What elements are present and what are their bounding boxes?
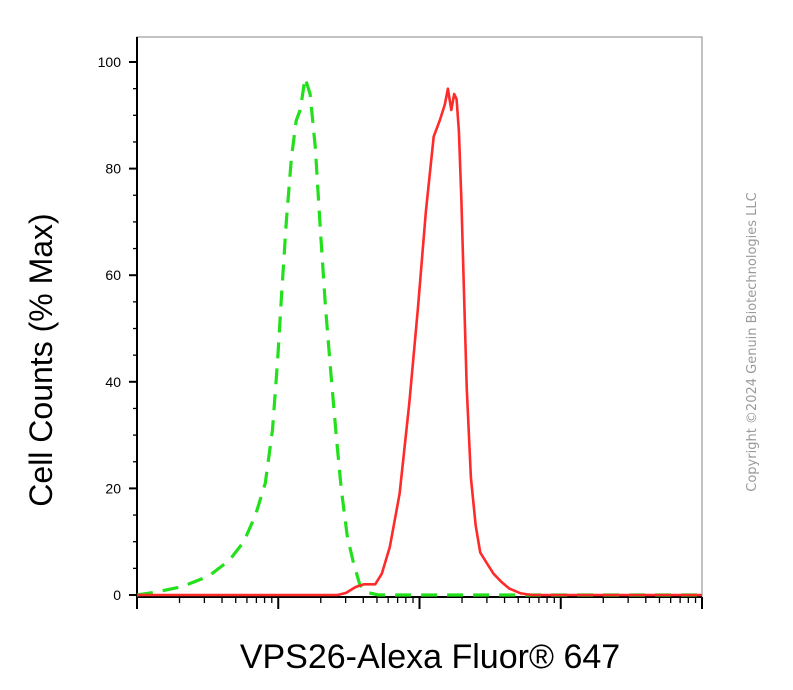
x-axis: [136, 596, 703, 609]
y-axis-title: Cell Counts (% Max): [23, 213, 59, 506]
y-axis: 0 20 40 60 80 100: [98, 37, 138, 603]
vps26-stained-series: [137, 87, 702, 597]
y-tick-label: 60: [105, 267, 121, 283]
y-tick-label: 100: [98, 54, 122, 70]
series-layer: [136, 76, 702, 597]
isotype-control-series: [136, 76, 702, 597]
plot-frame: [136, 36, 703, 598]
copyright-notice: Copyright ©2024 Genuin Biotechnologies L…: [745, 192, 760, 491]
y-tick-label: 20: [105, 480, 121, 496]
y-tick-label: 0: [113, 587, 121, 603]
y-tick-label: 40: [105, 374, 121, 390]
x-axis-title: VPS26-Alexa Fluor® 647: [240, 638, 620, 676]
y-tick-label: 80: [105, 161, 121, 177]
